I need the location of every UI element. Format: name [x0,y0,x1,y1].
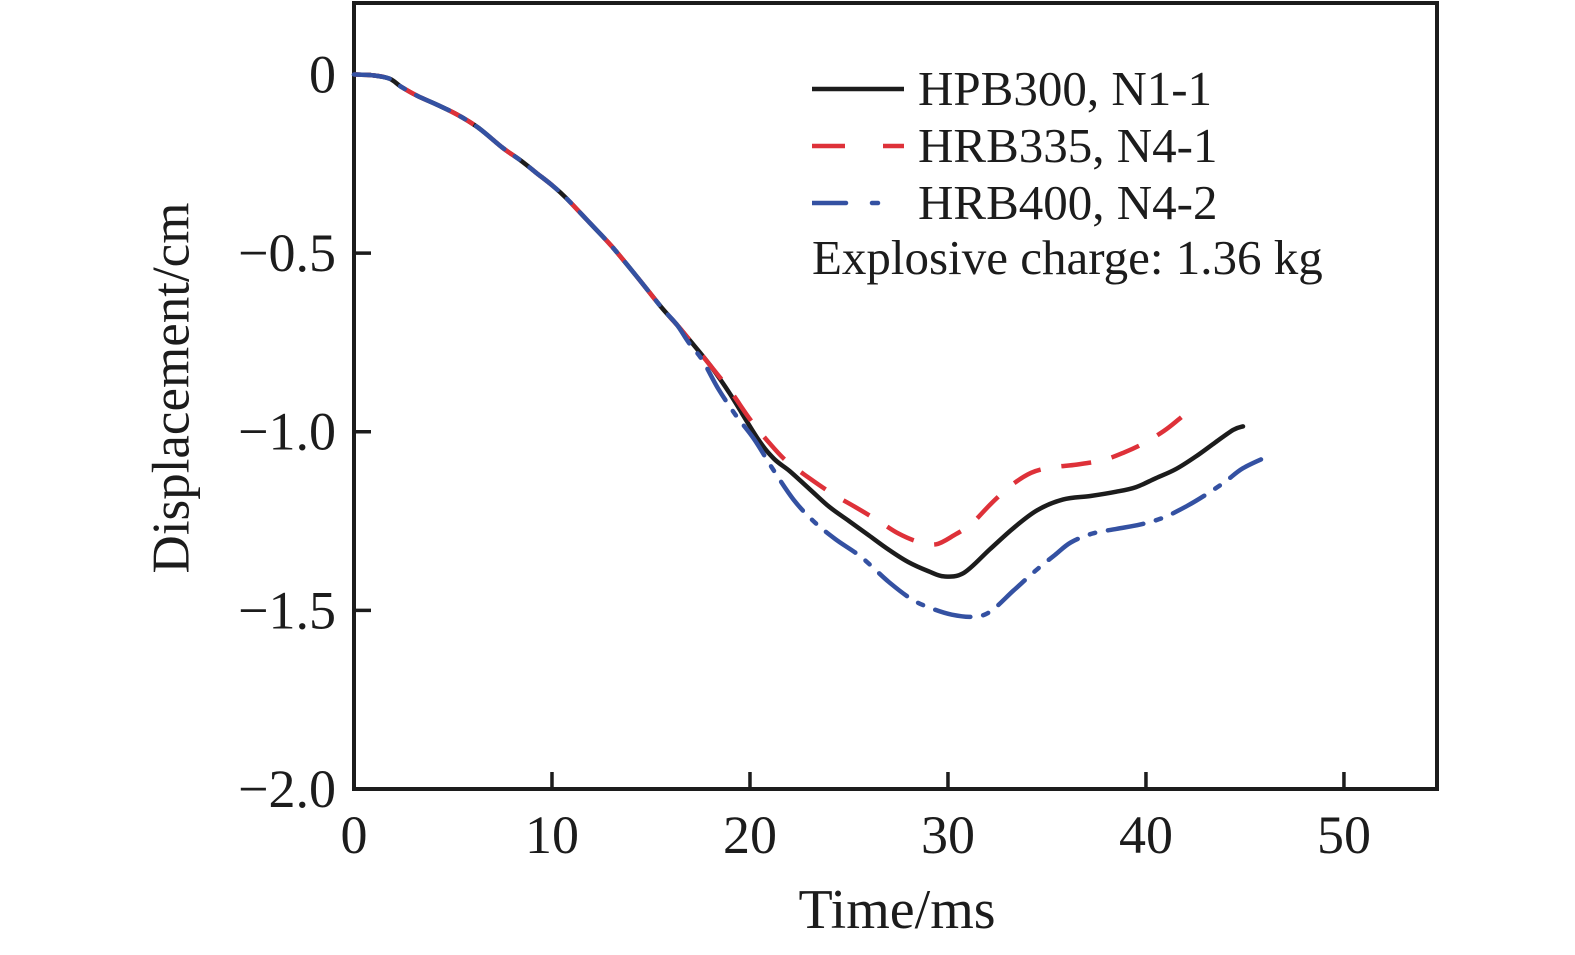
x-axis-tick-label: 50 [1317,805,1371,865]
y-axis-tick-label: 0 [309,44,336,104]
legend-label: HRB335, N4-1 [918,118,1218,173]
y-axis-tick-label: −0.5 [238,223,336,283]
x-axis-tick-label: 20 [723,805,777,865]
legend-line-sample-dash-dot [812,200,904,205]
legend-line-sample-dashed [812,143,904,148]
legend-item-hpb300-n1-1: HPB300, N1-1 [812,60,1323,117]
legend-item-hrb335-n4-1: HRB335, N4-1 [812,117,1323,174]
x-axis-tick-label: 10 [525,805,579,865]
y-axis-tick-label: −2.0 [238,759,336,819]
legend-label: HPB300, N1-1 [918,61,1213,116]
axes-box [352,1,1439,791]
x-axis-tick-label: 40 [1119,805,1173,865]
x-axis-tick-label: 30 [921,805,975,865]
legend-item-hrb400-n4-2: HRB400, N4-2 [812,174,1323,231]
y-axis-tick-label: −1.0 [238,402,336,462]
legend-line-sample-solid [812,86,904,91]
y-axis-tick-label: −1.5 [238,580,336,640]
y-axis-title: Displacement/cm [142,202,201,574]
x-axis-tick-label: 0 [341,805,368,865]
legend: HPB300, N1-1 HRB335, N4-1 HRB400, N4-2 E… [812,60,1323,283]
x-axis-title: Time/ms [798,879,996,941]
explosive-charge-note: Explosive charge: 1.36 kg [812,229,1323,285]
legend-label: HRB400, N4-2 [918,175,1218,230]
series-curve-hrb400-n4-2 [351,72,1271,620]
